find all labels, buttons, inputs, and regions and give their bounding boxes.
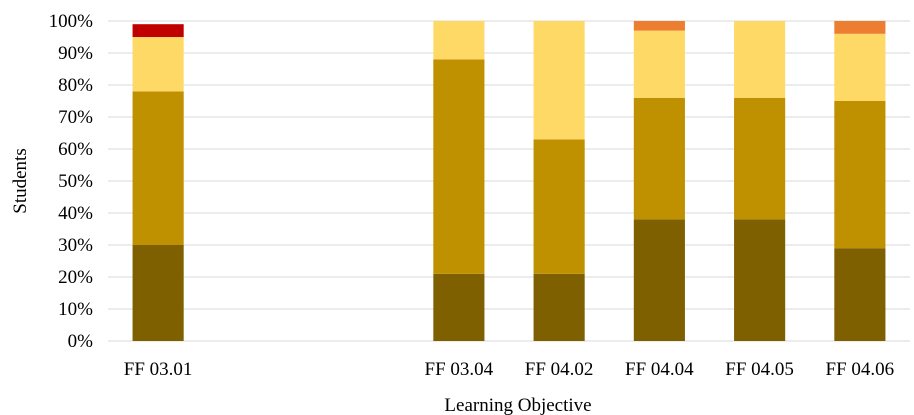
bar-segment [734,21,786,98]
y-tick-label: 60% [58,139,93,160]
y-tick-label: 0% [68,331,94,352]
y-tick-label: 90% [58,43,93,64]
bar-segment [433,21,485,60]
bar-segment [533,273,585,341]
gridlines [108,20,910,342]
y-tick-label: 70% [58,107,93,128]
x-tick-label: FF 03.04 [425,359,494,380]
bar-segment [132,37,184,92]
x-tick-label: FF 04.04 [625,359,694,380]
x-tick-labels: FF 03.01 FF 03.04 FF 04.02 FF 04.04 FF 04.05… [124,359,894,380]
bar-segment [132,91,184,246]
bar-segment [132,245,184,341]
y-tick-label: 100% [49,11,94,32]
y-tick-label: 50% [58,171,93,192]
bar-segment [834,248,886,341]
x-axis-title: Learning Objective [444,395,591,415]
bar-segment [132,24,184,37]
x-tick-label: FF 04.06 [826,359,895,380]
bar-segment [834,101,886,249]
x-tick-label: FF 03.01 [124,359,193,380]
bars [132,21,886,341]
bar-segment [734,97,786,220]
y-tick-labels: 0% 10% 20% 30% 40% 50% 60% 70% 80% 90% 100% [49,11,94,352]
x-tick-label: FF 04.02 [525,359,594,380]
y-tick-label: 40% [58,203,93,224]
y-tick-label: 10% [58,299,93,320]
bar-segment [633,30,685,98]
y-tick-label: 30% [58,235,93,256]
x-tick-label: FF 04.05 [725,359,794,380]
bar-segment [834,21,886,34]
bar-segment [533,139,585,274]
y-axis-title: Students [10,148,31,213]
bar-segment [433,59,485,274]
bar-segment [734,219,786,341]
bar-segment [633,97,685,220]
y-tick-label: 80% [58,75,93,96]
bar-segment [834,33,886,101]
y-tick-label: 20% [58,267,93,288]
bar-segment [433,273,485,341]
bar-segment [633,21,685,31]
bar-segment [533,21,585,140]
bar-segment [633,219,685,341]
